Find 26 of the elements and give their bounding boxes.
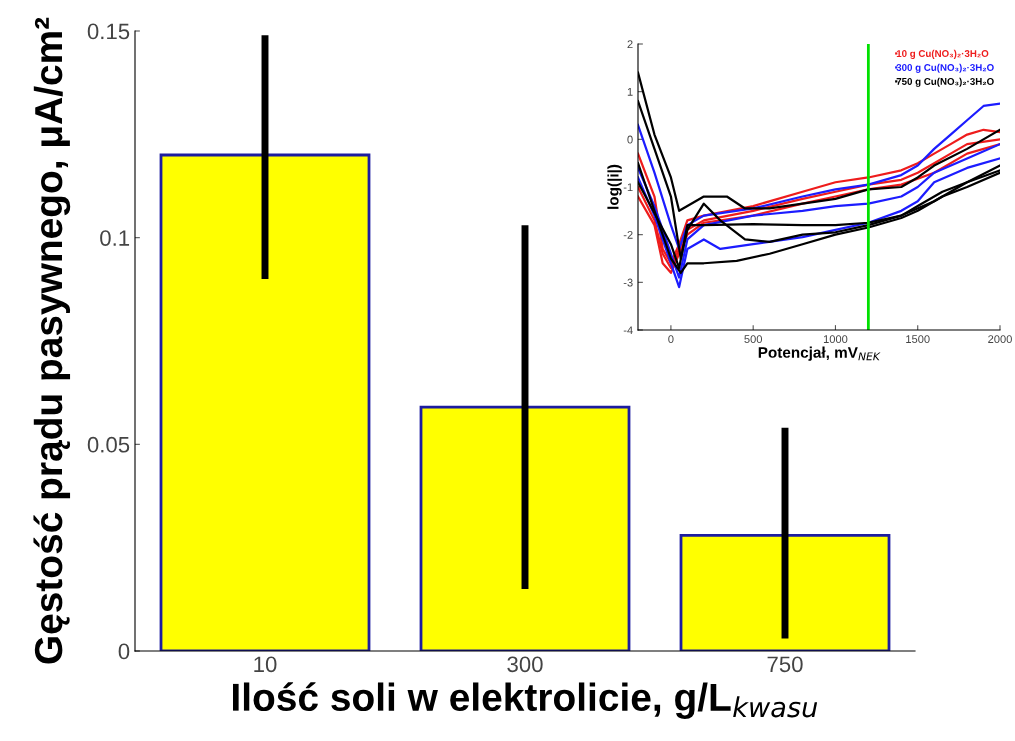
y-tick-label: 1 [627, 88, 633, 96]
x-tick-label: 0 [668, 335, 674, 344]
y-tick-label: -1 [623, 183, 633, 192]
legend-label: 300 g Cu(NO₃)₂·3H₂O [896, 63, 994, 73]
x-axis-title: Ilość soli w elektrolicie, g/L$_{kwasu}$ [233, 682, 818, 719]
y-axis-title: log(|i|) [607, 164, 622, 209]
x-tick-label: 300 [507, 656, 543, 673]
y-axis-title: Gęstość prądu pasywnego, μA/cm² [33, 17, 71, 664]
x-tick-label: 750 [767, 656, 803, 673]
x-tick-label: 2000 [988, 335, 1012, 344]
y-tick-label: -2 [623, 230, 633, 239]
y-tick-label: 0.05 [87, 436, 130, 453]
y-tick-label: 2 [627, 40, 633, 49]
x-tick-label: 10 [254, 656, 277, 673]
legend-label: 750 g Cu(NO₃)₂·3H₂O [896, 77, 994, 87]
y-tick-label: -4 [623, 326, 633, 335]
y-tick-label: -3 [623, 278, 633, 287]
y-tick-label: 0 [627, 135, 633, 144]
legend-label: 10 g Cu(NO₃)₂·3H₂O [896, 49, 989, 59]
x-tick-label: 1000 [823, 335, 848, 344]
x-axis-title: Potencjał, mV$_{NEK}$ [758, 346, 881, 361]
x-tick-label: 1500 [906, 335, 930, 344]
x-tick-label: 500 [744, 335, 763, 344]
y-tick-label: 0.1 [100, 230, 130, 246]
y-tick-label: 0 [118, 643, 130, 660]
y-tick-label: 0.15 [87, 23, 130, 40]
